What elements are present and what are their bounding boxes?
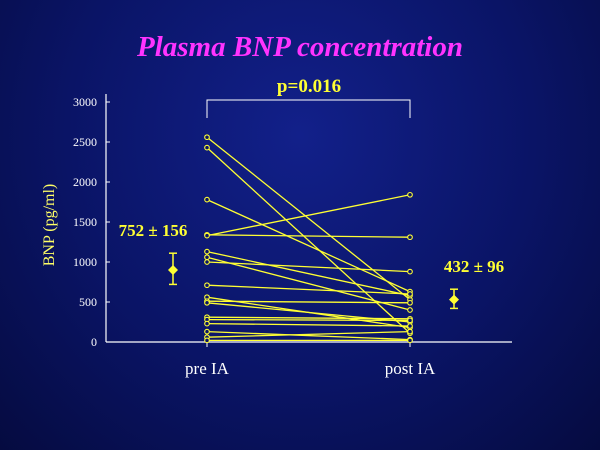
- mean-marker: [168, 265, 178, 275]
- pre-point: [204, 259, 210, 265]
- patient-line: [206, 330, 411, 338]
- pre-point: [204, 282, 210, 289]
- post-point: [407, 317, 413, 324]
- patient-line: [206, 136, 411, 301]
- summary-label: 752 ± 156: [119, 221, 188, 240]
- pre-point: [204, 232, 210, 239]
- y-tick-label: 1000: [73, 255, 97, 269]
- pre-point: [204, 144, 210, 151]
- x-tick-label: pre IA: [185, 359, 230, 378]
- pre-point: [204, 248, 210, 255]
- y-axis-label: BNP (pg/ml): [41, 184, 58, 267]
- pre-point: [204, 337, 210, 344]
- pre-point: [204, 328, 210, 335]
- patient-line: [206, 194, 411, 237]
- patient-lines: [206, 136, 411, 342]
- patient-line: [206, 250, 411, 297]
- pre-point: [204, 254, 210, 261]
- post-point: [407, 291, 413, 297]
- y-tick-label: 2000: [73, 175, 97, 189]
- patient-line: [206, 318, 411, 322]
- post-point: [407, 191, 413, 198]
- mean-marker: [449, 294, 459, 305]
- x-tick-labels: pre IA post IA: [185, 359, 436, 378]
- y-tick-label: 0: [91, 335, 97, 349]
- post-point: [407, 234, 413, 241]
- pre-point: [204, 134, 210, 141]
- pre-point: [204, 196, 210, 203]
- x-tick-label: post IA: [385, 359, 436, 378]
- post-point: [407, 268, 413, 275]
- patient-line: [206, 234, 411, 238]
- y-tick-label: 500: [79, 295, 97, 309]
- post-point: [407, 307, 413, 313]
- y-tick-label: 1500: [73, 215, 97, 229]
- patient-line: [206, 256, 411, 311]
- significance-bracket: [206, 99, 411, 118]
- summary-markers: 752 ± 156 432 ± 96: [119, 221, 504, 310]
- y-tick-label: 3000: [73, 95, 97, 109]
- patient-line: [206, 199, 411, 293]
- patient-line: [206, 330, 411, 341]
- post-point: [407, 323, 413, 329]
- y-tick-labels: 3000 2500 2000 1500 1000 500 0: [73, 95, 97, 349]
- pre-point: [204, 299, 210, 306]
- y-tick-label: 2500: [73, 135, 97, 149]
- patient-line: [206, 322, 411, 327]
- summary-label: 432 ± 96: [444, 257, 504, 276]
- patient-line: [206, 300, 411, 304]
- patient-line: [206, 284, 411, 295]
- patient-line: [206, 261, 411, 273]
- pre-point: [204, 320, 210, 327]
- p-value-label: p=0.016: [277, 76, 341, 97]
- slide-title: Plasma BNP concentration: [136, 31, 463, 63]
- post-point: [407, 337, 413, 344]
- post-point: [407, 328, 413, 335]
- post-point: [407, 299, 413, 306]
- patient-line: [206, 316, 411, 320]
- patient-points: [204, 134, 413, 344]
